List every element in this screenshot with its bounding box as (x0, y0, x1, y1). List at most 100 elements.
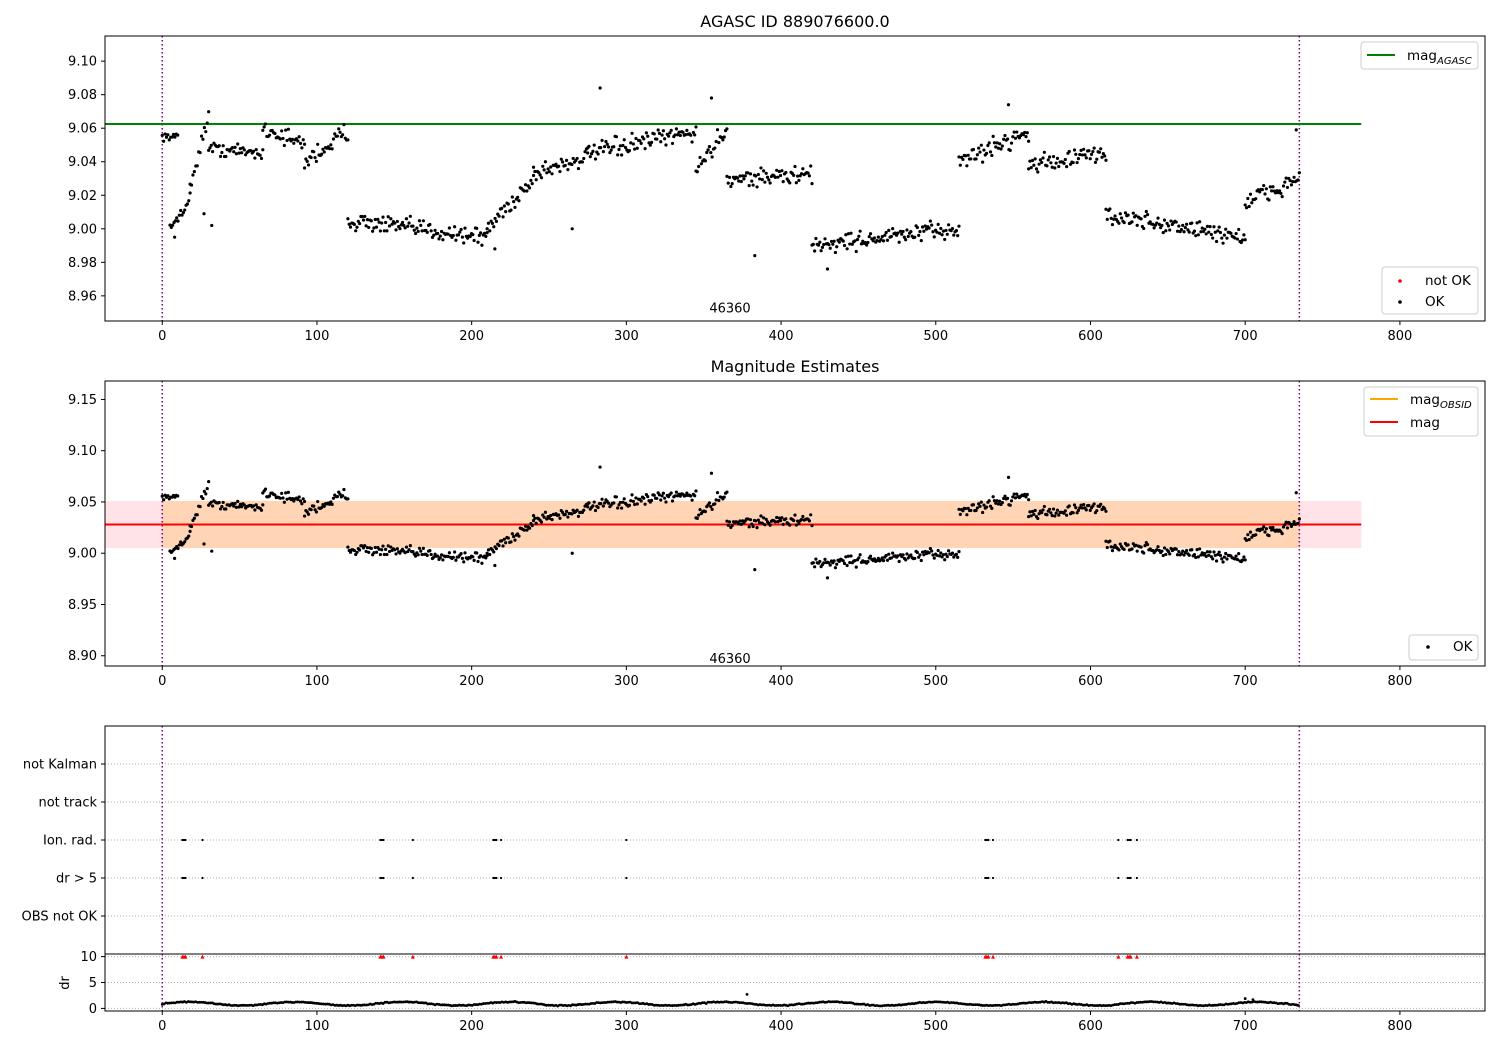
data-point (541, 164, 545, 168)
data-point (429, 229, 433, 233)
data-point (1105, 545, 1109, 550)
data-point (988, 150, 993, 154)
data-point (768, 523, 772, 527)
data-point (371, 229, 375, 233)
data-point (302, 499, 307, 504)
data-point (657, 131, 662, 135)
data-point (978, 150, 982, 154)
data-point (312, 504, 316, 508)
y-tick-label: 0 (89, 1002, 97, 1017)
data-point (1205, 550, 1210, 554)
data-point (571, 156, 575, 161)
data-point (160, 133, 164, 137)
legend-frame (1408, 634, 1479, 661)
data-point (1285, 526, 1290, 530)
data-point (554, 162, 558, 166)
data-point (1143, 544, 1147, 548)
data-point (715, 128, 720, 132)
data-point (1110, 222, 1115, 227)
data-point (387, 549, 392, 554)
data-point (346, 545, 350, 549)
data-point (913, 556, 917, 561)
data-point (592, 500, 596, 504)
data-point (760, 521, 764, 525)
data-point (329, 500, 333, 504)
data-point (297, 135, 301, 139)
data-point (280, 129, 284, 133)
data-point (937, 554, 942, 558)
y-tick-label: 8.96 (68, 289, 97, 304)
data-point (1294, 491, 1298, 495)
data-point (809, 513, 813, 517)
data-point (367, 225, 371, 230)
data-point (408, 214, 412, 218)
data-point (676, 133, 680, 137)
data-point (545, 517, 549, 521)
data-point (454, 238, 458, 242)
data-point (558, 169, 562, 174)
data-point (1160, 549, 1164, 553)
data-point (1264, 187, 1268, 191)
data-point (1242, 233, 1246, 237)
data-point (436, 231, 440, 236)
data-point (788, 181, 792, 185)
data-point (753, 568, 757, 572)
legend-marker-ok (1426, 645, 1430, 649)
data-point (630, 493, 634, 497)
data-point (380, 548, 384, 552)
data-point (373, 545, 377, 550)
data-point (897, 559, 901, 564)
dr-point (745, 993, 749, 996)
flag-point (379, 876, 382, 880)
data-point (1050, 165, 1054, 169)
flag-point (184, 838, 187, 842)
data-point (727, 175, 732, 179)
data-point (987, 499, 991, 503)
data-point (204, 492, 208, 496)
agasc-panel: AGASC ID 889076600.0 46360 0 100 200 300 400… (68, 12, 1486, 344)
data-point (1190, 221, 1194, 225)
data-point (531, 165, 536, 169)
data-point (814, 557, 818, 561)
data-point (809, 164, 813, 168)
data-point (417, 546, 422, 550)
data-point (674, 127, 679, 131)
data-point (512, 535, 516, 539)
data-point (1055, 508, 1060, 512)
data-point (493, 216, 497, 221)
data-point (253, 156, 257, 160)
data-point (1291, 522, 1295, 527)
data-point (946, 223, 951, 227)
data-point (537, 170, 541, 175)
data-point (922, 229, 926, 233)
data-point (335, 494, 339, 499)
data-point (1062, 511, 1066, 515)
data-point (764, 171, 768, 175)
data-point (224, 154, 228, 159)
data-point (387, 224, 392, 228)
data-point (814, 236, 818, 241)
data-point (543, 160, 548, 164)
data-point (261, 503, 265, 507)
data-point (683, 132, 688, 137)
data-point (685, 491, 689, 495)
data-point (1250, 201, 1254, 205)
data-point (726, 523, 730, 527)
data-point (309, 155, 313, 160)
data-point (761, 169, 766, 173)
data-point (841, 239, 845, 243)
data-point (600, 138, 604, 143)
data-point (994, 145, 998, 149)
data-point (627, 503, 632, 508)
data-point (1254, 533, 1258, 537)
data-point (365, 218, 370, 222)
data-point (1045, 164, 1049, 168)
data-point (1271, 525, 1275, 530)
data-point (657, 493, 662, 497)
agasc-y-axis: 8.96 8.98 9.00 9.02 9.04 9.06 9.08 9.10 (68, 55, 105, 304)
data-point (513, 205, 517, 209)
data-point (639, 141, 643, 146)
data-point (1045, 513, 1049, 517)
data-point (1110, 549, 1115, 553)
data-point (530, 524, 534, 528)
